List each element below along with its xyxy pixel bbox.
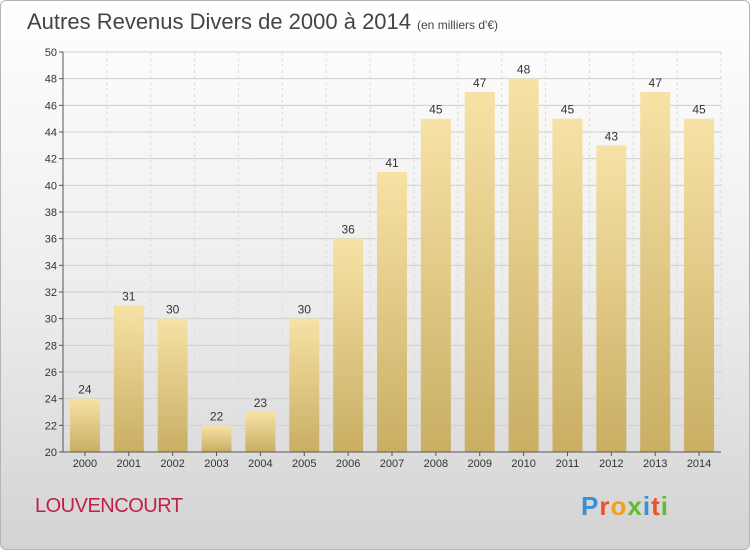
bars: 24 31 30 22 23 30 36 41 45 47 48 45 43 47 45 [69, 63, 715, 453]
bar [245, 412, 276, 452]
bar [69, 398, 100, 452]
bar-value-label: 22 [210, 409, 224, 423]
bar-value-label: 31 [122, 289, 136, 303]
x-tick-label: 2001 [117, 458, 141, 470]
x-tick-label: 2005 [292, 458, 316, 470]
bar [113, 305, 144, 452]
chart-title: Autres Revenus Divers de 2000 à 2014 (en … [27, 9, 498, 35]
bar [684, 118, 715, 453]
bar [377, 172, 407, 452]
bar-value-label: 23 [254, 396, 268, 410]
y-tick-label: 30 [45, 314, 57, 326]
x-tick-label: 2006 [336, 458, 360, 470]
bar-value-label: 24 [78, 383, 92, 397]
bar [333, 238, 364, 452]
logo-letter: r [599, 491, 611, 521]
bar-value-label: 36 [341, 223, 355, 237]
bar-value-label: 45 [429, 103, 443, 117]
y-tick-label: 26 [45, 367, 57, 379]
y-tick-label: 34 [45, 260, 57, 272]
y-tick-label: 40 [45, 180, 57, 192]
bar-value-label: 48 [517, 63, 531, 77]
y-tick-label: 46 [45, 100, 57, 112]
bar-value-label: 45 [561, 103, 575, 117]
bar-value-label: 45 [692, 103, 706, 117]
bar [289, 318, 320, 452]
bar [596, 145, 627, 453]
logo-letter: i [642, 491, 652, 521]
bar [157, 318, 188, 452]
y-tick-label: 44 [45, 127, 57, 139]
y-tick-label: 36 [45, 234, 57, 246]
bar [508, 78, 539, 453]
x-tick-label: 2002 [160, 458, 184, 470]
bar [201, 425, 232, 452]
x-tick-label: 2003 [204, 458, 228, 470]
x-tick-label: 2000 [73, 458, 97, 470]
bar-value-label: 43 [605, 129, 619, 143]
bar [464, 92, 495, 452]
x-tick-label: 2012 [599, 458, 623, 470]
proxiti-logo: Proxiti [581, 491, 669, 522]
y-tick-label: 48 [45, 74, 57, 86]
bar-value-label: 30 [166, 303, 180, 317]
y-tick-label: 20 [45, 447, 57, 459]
title-unit: (en milliers d'€) [417, 18, 498, 32]
title-text: Autres Revenus Divers de 2000 à 2014 [27, 9, 412, 34]
bar-value-label: 47 [473, 76, 487, 90]
commune-name: LOUVENCOURT [35, 495, 183, 517]
logo-letter: t [651, 491, 661, 521]
bar-value-label: 47 [649, 76, 663, 90]
y-tick-label: 24 [45, 394, 57, 406]
bar [640, 92, 671, 452]
x-tick-label: 2004 [248, 458, 272, 470]
y-tick-label: 50 [45, 47, 57, 59]
x-tick-label: 2011 [556, 458, 580, 470]
logo-letter: o [610, 491, 628, 521]
axes: 20 22 24 26 28 30 32 34 36 38 40 42 44 46 48 50 2000 2001… [45, 47, 721, 470]
x-tick-label: 2013 [643, 458, 667, 470]
bar [420, 118, 451, 453]
logo-letter: i [660, 491, 669, 521]
y-tick-label: 22 [45, 420, 57, 432]
x-tick-label: 2009 [467, 458, 491, 470]
y-tick-label: 28 [45, 340, 57, 352]
bar-value-label: 30 [298, 303, 312, 317]
logo-letter: P [581, 491, 600, 521]
x-tick-label: 2007 [380, 458, 404, 470]
x-tick-label: 2014 [687, 458, 711, 470]
bar-value-label: 41 [385, 156, 399, 170]
y-tick-label: 42 [45, 154, 57, 166]
logo-letter: x [627, 491, 643, 521]
x-tick-label: 2008 [424, 458, 448, 470]
x-tick-label: 2010 [511, 458, 535, 470]
y-tick-label: 38 [45, 207, 57, 219]
y-tick-label: 32 [45, 287, 57, 299]
bar [552, 118, 583, 453]
